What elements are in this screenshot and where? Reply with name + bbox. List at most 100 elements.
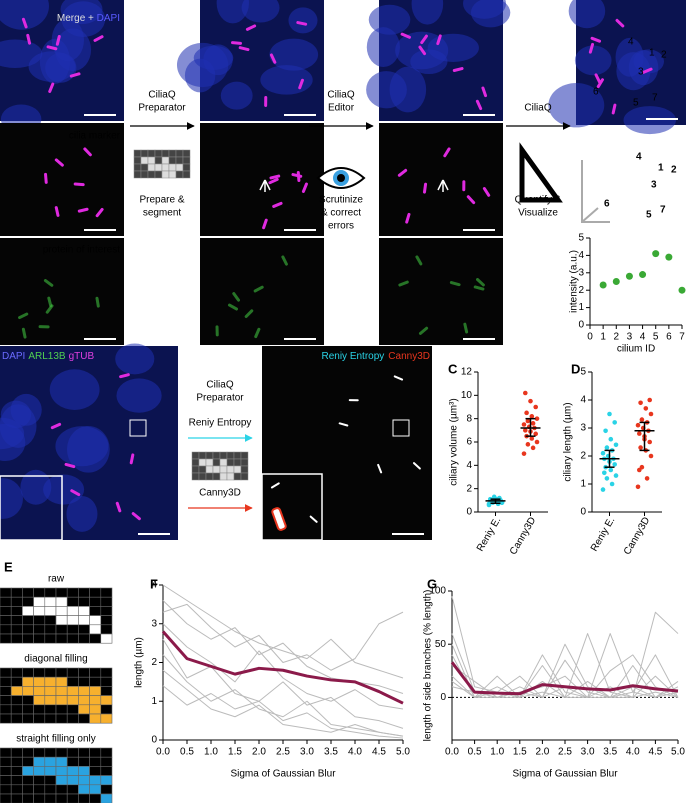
cilium [473, 285, 485, 291]
pixel-cell [55, 667, 68, 678]
pixel-cell [100, 695, 113, 706]
pixel-cell [66, 713, 79, 724]
pixel-cell [33, 667, 46, 678]
pixel-cell [66, 615, 79, 626]
pixel-cell [78, 793, 90, 803]
pixel-cell [66, 624, 79, 635]
point [665, 253, 673, 261]
nucleus [548, 83, 605, 128]
pixel-cell [0, 784, 12, 795]
grid-icon-cell [212, 465, 221, 474]
pixel-cell [10, 704, 23, 715]
point [529, 414, 535, 419]
y-tick-label: 10 [461, 390, 473, 401]
pixel-cell [10, 747, 23, 758]
pixel-cell [89, 606, 102, 616]
trace-line [162, 669, 404, 737]
nucleus [216, 0, 249, 24]
pixel-cell [55, 606, 68, 616]
nucleus [66, 495, 98, 532]
micrograph [200, 238, 324, 345]
pixel-cell [33, 775, 46, 786]
point [644, 476, 650, 481]
pixel-cell [89, 766, 102, 776]
point [647, 439, 652, 445]
method-label: Reniy Entropy [189, 418, 252, 429]
pixel-cell [100, 756, 113, 767]
pixel-cell [100, 667, 113, 678]
cilium [95, 207, 104, 218]
point [528, 398, 533, 404]
point [647, 397, 652, 403]
x-tick-label: 6 [666, 332, 672, 343]
x-tick-label: 1.5 [228, 747, 242, 758]
nucleus [116, 378, 162, 413]
pixel-cell [22, 615, 34, 626]
pixel-cell [66, 775, 79, 786]
point [530, 445, 536, 451]
trace-line [162, 654, 404, 737]
plot3d-axes [581, 160, 610, 223]
panel-letter: F [150, 576, 158, 591]
point [603, 428, 608, 434]
micrograph [379, 238, 503, 345]
pixel-cell [66, 766, 79, 776]
cilium [54, 158, 64, 167]
grid-icon-cell [147, 149, 156, 158]
pixel-cell [66, 587, 79, 598]
x-tick-label: 3.5 [324, 747, 338, 758]
pixel-cell [44, 713, 57, 724]
cilium [418, 326, 429, 335]
image-label: DAPI ARL13B gTUB [2, 351, 94, 362]
cilium-id: 5 [633, 98, 639, 109]
y-axis-label: ciliary length (µm) [563, 402, 574, 481]
cilium [418, 45, 427, 56]
pixel-cell [0, 704, 12, 715]
pixel-cell [66, 793, 79, 803]
grid-icon-cell [147, 163, 156, 172]
nucleus [115, 343, 155, 375]
pixel-cell [0, 686, 12, 696]
pixel-cell [10, 793, 23, 803]
y-tick-label: 1 [578, 302, 584, 313]
grid-icon-cell [212, 472, 221, 481]
cilium-id: 3 [638, 67, 644, 78]
cilium [611, 103, 617, 115]
point [523, 428, 528, 433]
cilium [232, 292, 240, 302]
x-tick-label: 0.0 [445, 747, 459, 758]
x-tick-label: 0.5 [180, 747, 194, 758]
cilium [129, 453, 135, 465]
cilium [449, 281, 461, 287]
nucleus [410, 49, 448, 75]
grid-icon-cell [233, 472, 242, 481]
point [648, 453, 654, 459]
grid-icon-cell [140, 149, 149, 158]
cilium [296, 21, 308, 26]
pixel-cell [0, 713, 12, 724]
x-tick-label: 2.5 [558, 747, 572, 758]
pixel-cell [0, 793, 12, 803]
nucleus [615, 37, 644, 77]
pixel-cell [66, 633, 79, 644]
pixel-cell [0, 676, 12, 687]
trace-line [451, 611, 679, 698]
pixel-cell [66, 596, 79, 607]
grid-label: raw [48, 574, 65, 585]
point [612, 462, 617, 467]
inset-frame [0, 475, 63, 541]
cilium [415, 255, 423, 266]
point [530, 421, 536, 426]
x-tick-label: 2.0 [535, 747, 549, 758]
pixel-cell [44, 747, 57, 758]
y-axis-label: ciliary volume (µm³) [449, 398, 460, 485]
grid-icon-cell [140, 170, 149, 179]
pixel-cell [33, 633, 46, 644]
step-action: Scrutinize [319, 195, 363, 206]
y-axis-label: length (µm) [134, 637, 145, 688]
pixel-cell [0, 587, 12, 598]
cilium [244, 309, 254, 319]
cilium [55, 34, 61, 46]
inset-frame [261, 473, 323, 541]
y-tick-label: 3 [151, 618, 157, 629]
